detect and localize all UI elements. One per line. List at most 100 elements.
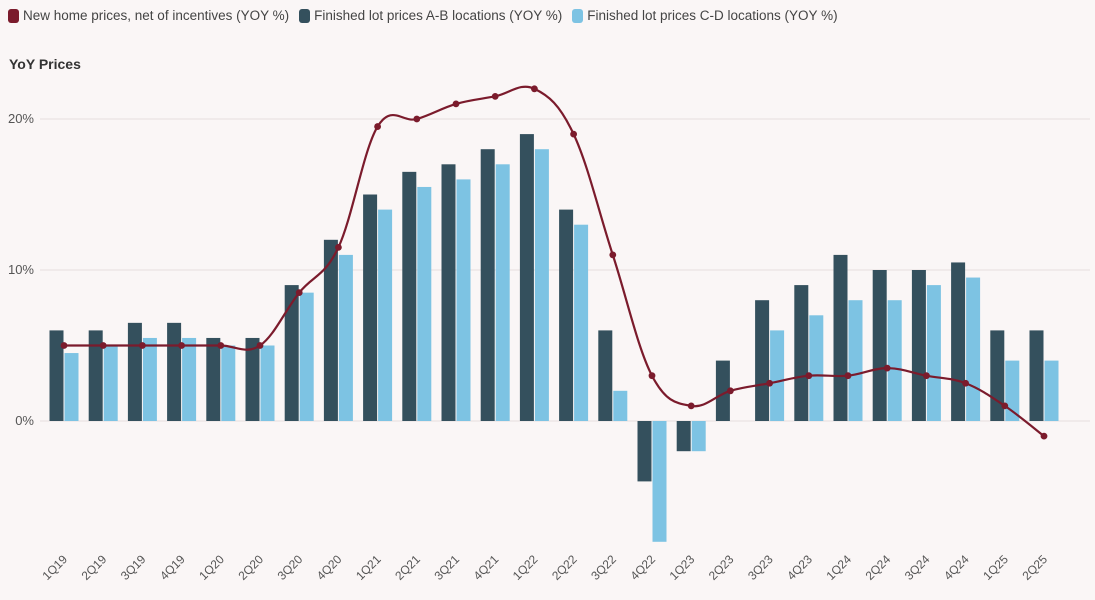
bar-lot-prices-cd[interactable] [103,345,118,422]
x-tick-label: 3Q24 [902,552,933,583]
legend-swatch-lot-prices-cd [572,8,584,23]
bar-lot-prices-ab[interactable] [1029,330,1044,421]
point-new-home-prices[interactable] [805,372,813,380]
bar-lot-prices-cd[interactable] [1044,360,1059,421]
x-tick-label: 4Q22 [627,552,658,583]
x-tick-label: 2Q24 [863,552,894,583]
bar-lot-prices-cd[interactable] [809,315,824,421]
y-tick-label: 20% [8,111,34,126]
x-tick-label: 1Q21 [353,552,384,583]
x-tick-label: 1Q23 [667,552,698,583]
bar-lot-prices-ab[interactable] [284,285,299,421]
point-new-home-prices[interactable] [923,372,930,380]
bar-lot-prices-cd[interactable] [966,277,981,421]
point-new-home-prices[interactable] [178,342,186,349]
legend-item-lot-prices-ab[interactable]: Finished lot prices A-B locations (YOY %… [299,8,562,23]
bar-lot-prices-ab[interactable] [480,149,495,421]
bar-lot-prices-cd[interactable] [691,421,706,452]
bar-lot-prices-ab[interactable] [167,322,182,421]
x-tick-label: 1Q22 [510,552,541,583]
point-new-home-prices[interactable] [139,342,146,349]
x-tick-label: 3Q20 [275,552,306,583]
bar-lot-prices-cd[interactable] [64,353,79,421]
bar-lot-prices-ab[interactable] [127,322,142,421]
point-new-home-prices[interactable] [609,251,617,259]
point-new-home-prices[interactable] [844,372,852,380]
x-tick-label: 2Q21 [392,552,423,583]
bar-lot-prices-cd[interactable] [574,224,589,421]
legend-item-new-home-prices[interactable]: New home prices, net of incentives (YOY … [8,8,289,23]
bar-lot-prices-cd[interactable] [417,186,432,421]
bar-lot-prices-ab[interactable] [598,330,613,421]
bar-lot-prices-cd[interactable] [770,330,785,421]
point-new-home-prices[interactable] [687,402,695,410]
bar-lot-prices-ab[interactable] [872,270,887,421]
bar-lot-prices-ab[interactable] [676,421,691,452]
x-tick-label: 1Q19 [39,552,70,583]
bar-lot-prices-ab[interactable] [951,262,966,421]
point-new-home-prices[interactable] [60,342,68,349]
x-tick-label: 4Q21 [471,552,502,583]
bar-lot-prices-cd[interactable] [260,345,275,422]
legend-item-lot-prices-cd[interactable]: Finished lot prices C-D locations (YOY %… [572,8,838,23]
bar-lot-prices-ab[interactable] [441,164,456,422]
bar-lot-prices-cd[interactable] [221,345,236,422]
bar-lot-prices-cd[interactable] [926,285,941,421]
point-new-home-prices[interactable] [452,100,460,108]
bar-lot-prices-ab[interactable] [559,209,574,421]
point-new-home-prices[interactable] [374,123,381,130]
bar-lot-prices-cd[interactable] [534,149,549,421]
bar-lot-prices-cd[interactable] [378,209,393,421]
point-new-home-prices[interactable] [570,130,577,138]
x-tick-label: 2Q20 [235,552,266,583]
legend-label-lot-prices-cd: Finished lot prices C-D locations (YOY %… [587,8,838,23]
bar-lot-prices-ab[interactable] [911,270,926,421]
x-tick-label: 2Q22 [549,552,580,583]
bar-lot-prices-cd[interactable] [182,337,197,421]
point-new-home-prices[interactable] [295,289,303,297]
bar-lot-prices-ab[interactable] [637,421,652,482]
x-tick-label: 3Q22 [588,552,619,583]
point-new-home-prices[interactable] [491,92,499,100]
legend-swatch-new-home-prices [8,8,19,23]
point-new-home-prices[interactable] [1001,402,1009,410]
bar-lot-prices-ab[interactable] [363,194,378,422]
point-new-home-prices[interactable] [531,85,538,93]
bar-lot-prices-cd[interactable] [887,300,902,421]
bar-lot-prices-ab[interactable] [402,171,417,421]
bar-lot-prices-ab[interactable] [206,337,221,421]
bar-lot-prices-ab[interactable] [49,330,64,421]
bar-lot-prices-ab[interactable] [833,254,848,421]
point-new-home-prices[interactable] [962,379,969,387]
x-tick-label: 3Q21 [431,552,462,583]
point-new-home-prices[interactable] [766,379,773,387]
bar-lot-prices-ab[interactable] [245,337,260,421]
bar-lot-prices-ab[interactable] [755,300,770,421]
bar-lot-prices-cd[interactable] [1005,360,1020,421]
bar-lot-prices-ab[interactable] [323,239,338,421]
point-new-home-prices[interactable] [256,342,264,349]
bar-lot-prices-cd[interactable] [142,337,157,421]
bar-lot-prices-ab[interactable] [519,134,534,421]
point-new-home-prices[interactable] [648,372,656,380]
bar-lot-prices-ab[interactable] [715,360,730,421]
point-new-home-prices[interactable] [883,364,891,372]
bar-lot-prices-cd[interactable] [338,254,353,421]
x-tick-label: 3Q23 [745,552,776,583]
point-new-home-prices[interactable] [217,342,225,349]
point-new-home-prices[interactable] [727,387,734,395]
bar-lot-prices-cd[interactable] [456,179,471,421]
point-new-home-prices[interactable] [1040,432,1048,440]
bar-lot-prices-cd[interactable] [299,292,314,421]
bar-lot-prices-cd[interactable] [613,390,628,421]
point-new-home-prices[interactable] [413,115,421,123]
bar-lot-prices-cd[interactable] [848,300,863,421]
bar-lot-prices-cd[interactable] [495,164,510,422]
point-new-home-prices[interactable] [99,342,107,349]
line-new-home-prices[interactable] [64,85,1045,437]
bar-lot-prices-ab[interactable] [794,285,809,421]
bar-lot-prices-ab[interactable] [88,330,103,421]
point-new-home-prices[interactable] [335,243,342,251]
bar-lot-prices-cd[interactable] [652,421,667,542]
x-tick-label: 2Q23 [706,552,737,583]
